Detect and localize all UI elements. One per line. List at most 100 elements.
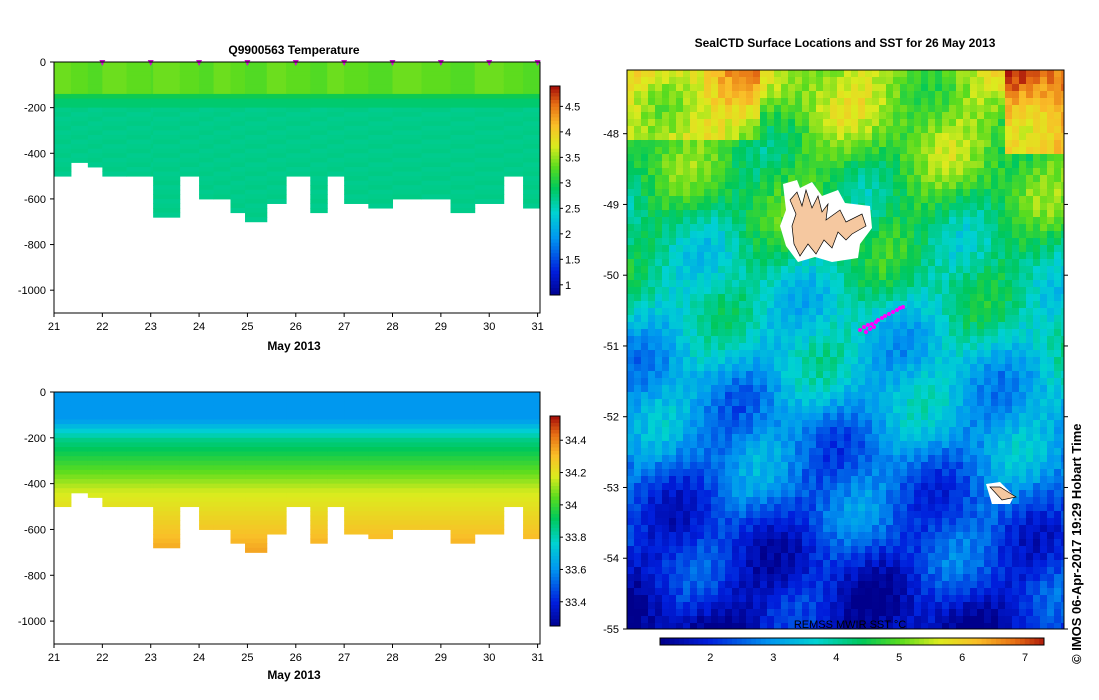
section-cell: [199, 524, 215, 530]
sst-pixel: [655, 154, 663, 162]
sst-pixel: [844, 420, 852, 428]
section-cell: [421, 135, 452, 141]
sst-pixel: [830, 161, 838, 169]
sst-pixel: [774, 343, 782, 351]
sst-pixel: [1033, 217, 1041, 225]
sst-pixel: [767, 294, 775, 302]
sst-pixel: [655, 392, 663, 400]
sst-pixel: [1040, 392, 1048, 400]
colorbar-segment: [550, 622, 560, 627]
sst-pixel: [851, 105, 859, 113]
section-cell: [87, 437, 103, 443]
sst-pixel: [984, 413, 992, 421]
sst-pixel: [1012, 301, 1020, 309]
sst-pixel: [662, 350, 670, 358]
sst-pixel: [676, 98, 684, 106]
sst-pixel: [816, 273, 824, 281]
section-cell: [126, 405, 152, 411]
colorbar-segment: [550, 152, 560, 157]
sst-pixel: [781, 385, 789, 393]
section-cell: [54, 139, 72, 145]
sst-pixel: [641, 329, 649, 337]
sst-pixel: [669, 70, 677, 78]
section-cell: [153, 84, 181, 90]
sst-pixel: [690, 182, 698, 190]
sst-pixel: [767, 112, 775, 120]
sst-pixel: [998, 294, 1006, 302]
sst-pixel: [676, 203, 684, 211]
section-cell: [213, 515, 232, 521]
sst-pixel: [907, 175, 915, 183]
sst-pixel: [1005, 112, 1013, 120]
sst-pixel: [669, 217, 677, 225]
sst-pixel: [697, 189, 705, 197]
sst-pixel: [865, 364, 873, 372]
sst-pixel: [690, 371, 698, 379]
sst-pixel: [816, 175, 824, 183]
sst-pixel: [921, 126, 929, 134]
sst-pixel: [1061, 392, 1065, 400]
sst-pixel: [627, 413, 635, 421]
sst-pixel: [816, 77, 824, 85]
sst-pixel: [774, 308, 782, 316]
section-cell: [327, 392, 345, 398]
sst-pixel: [802, 364, 810, 372]
section-cell: [523, 511, 541, 517]
sst-pixel: [851, 350, 859, 358]
section-cell: [503, 93, 524, 100]
sst-pixel: [914, 329, 922, 337]
sst-pixel: [774, 364, 782, 372]
section-cell: [153, 62, 181, 68]
sst-pixel: [886, 406, 894, 414]
sst-pixel: [627, 147, 635, 155]
sst-pixel: [711, 427, 719, 435]
sst-pixel: [809, 434, 817, 442]
sst-pixel: [935, 182, 943, 190]
section-cell: [54, 474, 72, 480]
sst-pixel: [816, 287, 824, 295]
section-cell: [421, 185, 452, 191]
sst-pixel: [760, 98, 768, 106]
sst-pixel: [1033, 399, 1041, 407]
sst-pixel: [683, 161, 691, 169]
section-cell: [503, 433, 524, 439]
section-cell: [179, 103, 200, 109]
section-cell: [327, 492, 345, 498]
section-cell: [503, 410, 524, 416]
sst-pixel: [886, 203, 894, 211]
sst-pixel: [1061, 238, 1065, 246]
sst-pixel: [921, 161, 929, 169]
section-cell: [126, 153, 152, 159]
sst-pixel: [886, 217, 894, 225]
sst-pixel: [984, 378, 992, 386]
sst-pixel: [956, 301, 964, 309]
sst-pixel: [914, 308, 922, 316]
section-cell: [474, 392, 505, 398]
sst-pixel: [634, 84, 642, 92]
sst-pixel: [634, 140, 642, 148]
section-cell: [450, 98, 476, 104]
section-cell: [450, 401, 476, 407]
section-cell: [199, 497, 215, 503]
section-cell: [266, 84, 287, 90]
sst-pixel: [830, 84, 838, 92]
sst-pixel: [900, 175, 908, 183]
sst-pixel: [956, 133, 964, 141]
section-cell: [523, 121, 541, 127]
sst-pixel: [872, 203, 880, 211]
section-cell: [368, 465, 394, 471]
sst-pixel: [795, 259, 803, 267]
section-cell: [266, 511, 287, 517]
sst-pixel: [760, 252, 768, 260]
sst-pixel: [781, 280, 789, 288]
sst-pixel: [781, 427, 789, 435]
colorbar-segment: [550, 232, 560, 237]
colorbar-segment: [550, 218, 560, 223]
section-cell: [87, 130, 103, 136]
sst-pixel: [851, 371, 859, 379]
sst-pixel: [998, 406, 1006, 414]
sst-pixel: [935, 273, 943, 281]
sst-pixel: [1012, 126, 1020, 134]
sst-pixel: [760, 203, 768, 211]
sst-pixel: [676, 336, 684, 344]
